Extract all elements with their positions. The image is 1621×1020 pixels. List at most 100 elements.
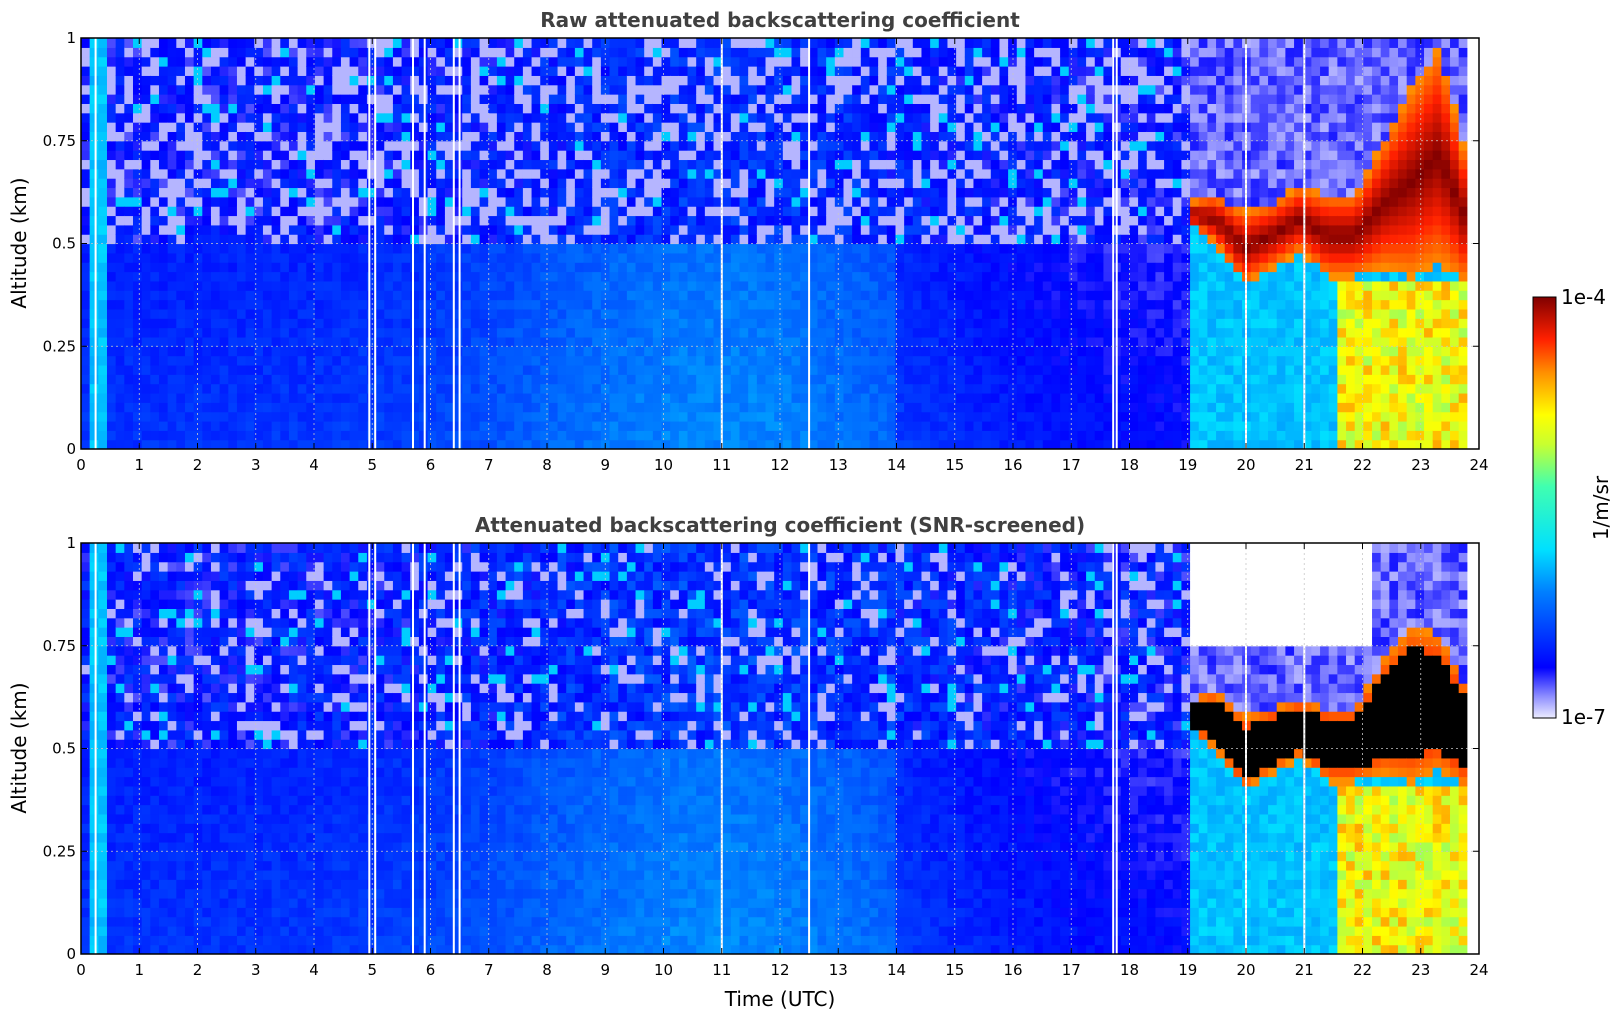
heatmap-cell [756, 47, 767, 58]
heatmap-cell [713, 252, 723, 263]
heatmap-cell [600, 150, 611, 161]
heatmap-cell [930, 374, 940, 385]
heatmap-cell [436, 299, 446, 310]
heatmap-cell [652, 430, 663, 441]
heatmap-cell [349, 374, 359, 385]
heatmap-cell [990, 224, 1001, 235]
heatmap-cell [488, 75, 498, 86]
heatmap-cell [1042, 374, 1053, 385]
heatmap-cell [644, 122, 654, 133]
heatmap-cell [947, 56, 957, 67]
heatmap-cell [245, 346, 255, 357]
heatmap-cell [990, 411, 1001, 422]
heatmap-cell [202, 392, 212, 403]
heatmap-cell [245, 243, 255, 254]
heatmap-cell [462, 140, 472, 151]
heatmap-cell [704, 355, 715, 366]
heatmap-cell [696, 430, 706, 441]
heatmap-cell [938, 411, 949, 422]
heatmap-cell [609, 243, 619, 254]
heatmap-cell [765, 439, 775, 449]
heatmap-cell [479, 122, 489, 133]
heatmap-cell [271, 402, 281, 413]
heatmap-cell [453, 430, 463, 441]
heatmap-cell [427, 38, 437, 48]
heatmap-cell [496, 56, 507, 67]
heatmap-cell [358, 103, 368, 114]
heatmap-cell [938, 56, 949, 67]
heatmap-cell [89, 299, 99, 310]
heatmap-cell [557, 290, 567, 301]
heatmap-cell [236, 392, 247, 403]
heatmap-cell [843, 290, 853, 301]
heatmap-cell [808, 271, 819, 282]
heatmap-cell [219, 103, 229, 114]
heatmap-cell [245, 392, 255, 403]
heatmap-cell [661, 131, 671, 142]
heatmap-cell [592, 56, 602, 67]
heatmap-cell [349, 103, 359, 114]
heatmap-cell [843, 178, 853, 189]
heatmap-cell [150, 206, 160, 217]
heatmap-cell [730, 374, 741, 385]
heatmap-cell [271, 84, 281, 95]
heatmap-cell [453, 159, 463, 170]
heatmap-cell [375, 187, 385, 198]
heatmap-cell [531, 252, 541, 263]
heatmap-cell [410, 364, 420, 375]
heatmap-cell [314, 374, 325, 385]
heatmap-cell [288, 47, 299, 58]
heatmap-cell [1016, 430, 1027, 441]
heatmap-cell [652, 84, 663, 95]
heatmap-cell [228, 150, 238, 161]
heatmap-cell [280, 159, 290, 170]
heatmap-cell [340, 243, 351, 254]
heatmap-cell [999, 262, 1009, 273]
heatmap-cell [895, 392, 905, 403]
heatmap-cell [141, 364, 151, 375]
heatmap-cell [852, 112, 862, 123]
heatmap-cell [592, 75, 602, 86]
heatmap-cell [852, 327, 862, 338]
heatmap-cell [262, 430, 273, 441]
heatmap-cell [626, 168, 637, 179]
heatmap-cell [895, 168, 905, 179]
heatmap-cell [176, 308, 186, 319]
heatmap-cell [956, 308, 966, 319]
heatmap-cell [921, 383, 931, 394]
heatmap-cell [808, 402, 819, 413]
heatmap-cell [834, 402, 845, 413]
heatmap-cell [470, 215, 481, 226]
heatmap-cell [774, 271, 784, 282]
heatmap-cell [184, 364, 195, 375]
heatmap-cell [340, 364, 351, 375]
heatmap-cell [921, 187, 931, 198]
heatmap-cell [453, 262, 463, 273]
heatmap-cell [106, 168, 117, 179]
heatmap-cell [895, 430, 905, 441]
heatmap-cell [288, 290, 299, 301]
heatmap-cell [860, 187, 871, 198]
heatmap-cell [193, 224, 203, 235]
heatmap-cell [739, 290, 749, 301]
heatmap-cell [635, 112, 645, 123]
heatmap-cell [635, 131, 645, 142]
heatmap-cell [678, 168, 689, 179]
heatmap-cell [860, 224, 871, 235]
heatmap-cell [1008, 262, 1018, 273]
heatmap-cell [938, 392, 949, 403]
heatmap-cell [912, 252, 923, 263]
heatmap-cell [410, 150, 420, 161]
heatmap-cell [600, 66, 611, 76]
heatmap-cell [661, 420, 671, 431]
heatmap-cell [947, 411, 957, 422]
heatmap-cell [696, 327, 706, 338]
heatmap-cell [297, 206, 307, 217]
heatmap-cell [678, 402, 689, 413]
heatmap-cell [618, 112, 628, 123]
heatmap-cell [488, 131, 498, 142]
heatmap-cell [817, 47, 827, 58]
heatmap-cell [358, 38, 368, 48]
heatmap-cell [306, 327, 316, 338]
heatmap-cell [210, 215, 221, 226]
